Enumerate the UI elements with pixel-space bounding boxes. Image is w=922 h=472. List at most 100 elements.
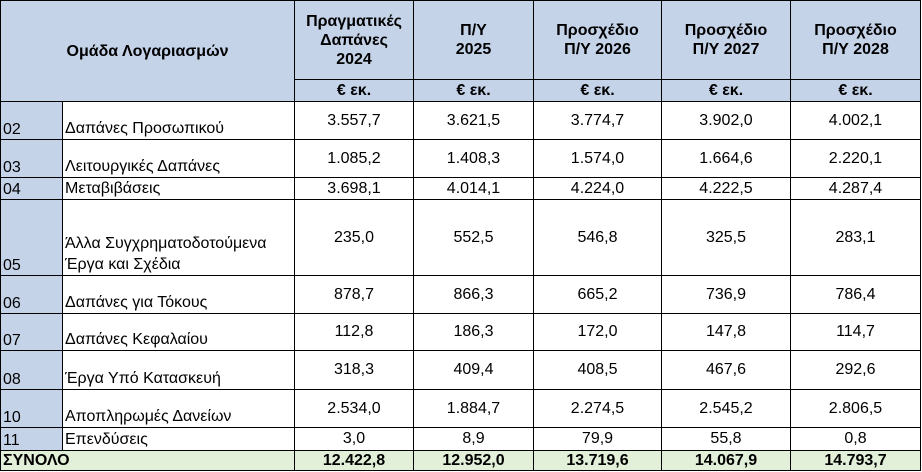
account-group-header: Ομάδα Λογαριασμών [0,0,295,102]
value-cell: 552,5 [413,199,534,276]
total-label: ΣΥΝΟΛΟ [0,450,295,471]
total-row: ΣΥΝΟΛΟ 12.422,8 12.952,0 13.719,6 14.067… [0,450,921,471]
unit-label: € εκ. [790,79,921,102]
header-row: Ομάδα Λογαριασμών Πραγματικές Δαπάνες 20… [0,0,921,102]
account-name: Άλλα Συγχρηματοδοτούμενα Έργα και Σχέδια [62,199,295,276]
value-cell: 409,4 [413,350,534,390]
unit-label: € εκ. [294,79,414,102]
value-cell: 3.774,7 [533,101,662,140]
account-code: 11 [0,427,63,451]
value-cell: 186,3 [413,313,534,351]
account-code: 02 [0,101,63,140]
value-cell: 4.224,0 [533,177,662,200]
value-cell: 4.222,5 [661,177,791,200]
value-cell: 147,8 [661,313,791,351]
unit-label: € εκ. [661,79,791,102]
value-cell: 4.014,1 [413,177,534,200]
column-header-draft-2026: Προσχέδιο Π/Υ 2026 [533,0,662,80]
column-header-draft-2027: Προσχέδιο Π/Υ 2027 [661,0,791,80]
unit-row: € εκ. € εκ. € εκ. € εκ. € εκ. [1,79,921,102]
value-cell: 3.621,5 [413,101,534,140]
value-cell: 172,0 [533,313,662,351]
value-cell: 1.408,3 [413,139,534,178]
table-row: 08 Έργα Υπό Κατασκευή 318,3 409,4 408,5 … [0,350,921,390]
value-cell: 1.664,6 [661,139,791,178]
value-cell: 79,9 [533,427,662,451]
column-header-actual-2024: Πραγματικές Δαπάνες 2024 [294,0,414,80]
value-cell: 292,6 [790,350,921,390]
column-header-line: 2024 [336,50,372,68]
value-cell: 1.884,7 [413,389,534,428]
account-code: 03 [0,139,63,178]
column-header-line: Πραγματικές [306,12,402,30]
total-value: 14.793,7 [790,450,921,471]
table-row: 02 Δαπάνες Προσωπικού 3.557,7 3.621,5 3.… [0,101,921,140]
column-header-draft-2028: Προσχέδιο Π/Υ 2028 [790,0,921,80]
value-cell: 114,7 [790,313,921,351]
unit-label: € εκ. [533,79,662,102]
value-cell: 786,4 [790,275,921,314]
value-cell: 0,8 [790,427,921,451]
value-cell: 318,3 [294,350,414,390]
total-value: 14.067,9 [661,450,791,471]
column-header-line: Π/Υ 2027 [692,41,760,58]
value-cell: 3.557,7 [294,101,414,140]
account-code: 06 [0,275,63,314]
table-row: 06 Δαπάνες για Τόκους 878,7 866,3 665,2 … [0,275,921,314]
column-header-line: Προσχέδιο [684,22,768,39]
account-name: Δαπάνες Κεφαλαίου [62,313,295,351]
value-cell: 866,3 [413,275,534,314]
account-name: Αποπληρωμές Δανείων [62,389,295,428]
value-cell: 2.534,0 [294,389,414,428]
value-cell: 4.287,4 [790,177,921,200]
value-cell: 408,5 [533,350,662,390]
value-cell: 2.220,1 [790,139,921,178]
table-row: 03 Λειτουργικές Δαπάνες 1.085,2 1.408,3 … [0,139,921,178]
column-header-budget-2025: Π/Υ 2025 [413,0,534,80]
value-cell: 878,7 [294,275,414,314]
account-code: 10 [0,389,63,428]
unit-label: € εκ. [413,79,534,102]
column-header-line: Προσχέδιο [814,22,897,39]
table-row: 05 Άλλα Συγχρηματοδοτούμενα Έργα και Σχέ… [0,199,921,276]
value-cell: 546,8 [533,199,662,276]
value-cell: 2.545,2 [661,389,791,428]
account-name: Έργα Υπό Κατασκευή [62,350,295,390]
value-cell: 736,9 [661,275,791,314]
column-header-line: Π/Υ [460,22,487,39]
value-cell: 2.274,5 [533,389,662,428]
account-name: Επενδύσεις [62,427,295,451]
account-name: Δαπάνες Προσωπικού [62,101,295,140]
account-code: 08 [0,350,63,390]
account-code: 07 [0,313,63,351]
value-cell: 235,0 [294,199,414,276]
account-name: Δαπάνες για Τόκους [62,275,295,314]
table-row: 11 Επενδύσεις 3,0 8,9 79,9 55,8 0,8 [0,427,921,451]
total-value: 13.719,6 [533,450,662,471]
value-cell: 8,9 [413,427,534,451]
value-cell: 3,0 [294,427,414,451]
value-cell: 3.698,1 [294,177,414,200]
account-code: 04 [0,177,63,200]
column-header-line: 2025 [455,41,492,58]
value-cell: 283,1 [790,199,921,276]
value-cell: 665,2 [533,275,662,314]
account-name: Λειτουργικές Δαπάνες [62,139,295,178]
table-row: 07 Δαπάνες Κεφαλαίου 112,8 186,3 172,0 1… [0,313,921,351]
value-cell: 1.574,0 [533,139,662,178]
table-row: 10 Αποπληρωμές Δανείων 2.534,0 1.884,7 2… [0,389,921,428]
column-header-line: Π/Υ 2028 [822,41,889,58]
account-code: 05 [0,199,63,276]
value-cell: 55,8 [661,427,791,451]
value-cell: 1.085,2 [294,139,414,178]
table-row: 04 Μεταβιβάσεις 3.698,1 4.014,1 4.224,0 … [0,177,921,200]
value-cell: 4.002,1 [790,101,921,140]
value-cell: 467,6 [661,350,791,390]
total-value: 12.422,8 [294,450,414,471]
column-header-line: Προσχέδιο [556,22,639,39]
column-header-line: Π/Υ 2026 [564,41,631,58]
account-name: Μεταβιβάσεις [62,177,295,200]
total-value: 12.952,0 [413,450,534,471]
value-cell: 325,5 [661,199,791,276]
